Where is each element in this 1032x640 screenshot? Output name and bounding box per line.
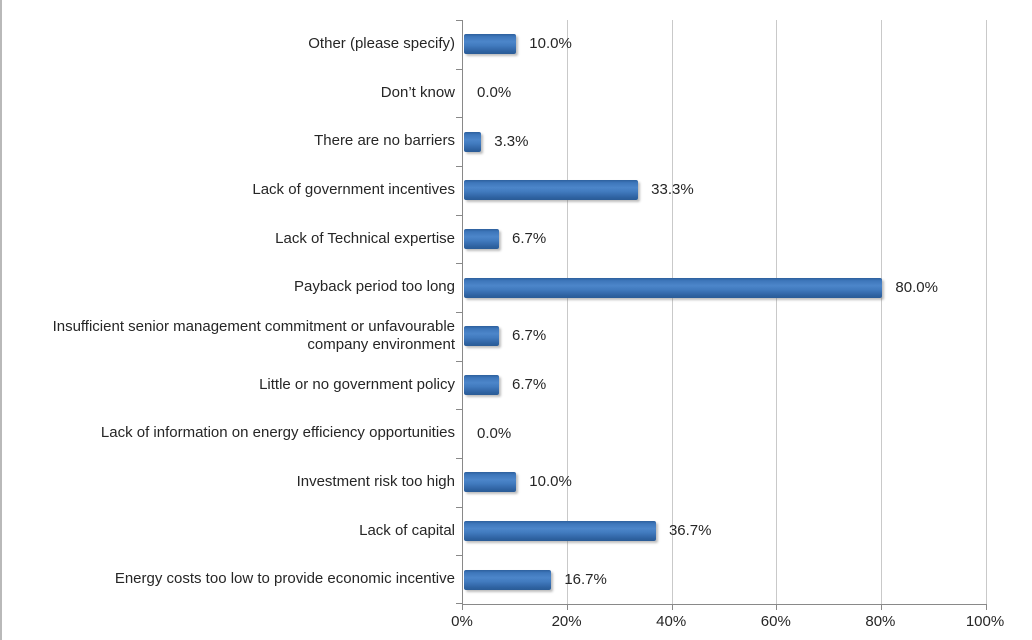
chart-left-border — [0, 0, 2, 640]
x-tick-label: 40% — [656, 613, 687, 630]
category-label: Don’t know — [380, 83, 455, 101]
category-label: Investment risk too high — [296, 472, 455, 490]
value-tick-mark — [567, 604, 569, 610]
category-axis-labels: Other (please specify) Don’t know There ar… — [6, 20, 455, 604]
bar — [464, 277, 883, 298]
value-tick-mark — [462, 604, 463, 610]
data-label: 10.0% — [529, 473, 572, 491]
category-tick-mark — [456, 263, 463, 265]
category-label: Lack of government incentives — [252, 180, 455, 198]
data-label: 33.3% — [651, 181, 694, 199]
bar — [464, 326, 500, 347]
data-label: 6.7% — [512, 327, 547, 345]
x-tick-label: 100% — [965, 613, 1005, 630]
category-tick-mark — [456, 555, 463, 557]
data-label: 10.0% — [529, 35, 572, 53]
data-label: 36.7% — [668, 522, 712, 539]
category-label: Payback period too long — [294, 278, 455, 296]
data-label: 6.7% — [512, 230, 547, 247]
category-tick-mark — [456, 506, 463, 508]
x-tick-label: 20% — [551, 613, 582, 630]
category-label: Lack of Technical expertise — [275, 229, 455, 247]
bar — [464, 229, 500, 249]
category-tick-mark — [456, 214, 463, 216]
category-label: There are no barriers — [314, 132, 455, 150]
category-tick-mark — [456, 68, 463, 70]
category-tick-mark — [456, 312, 463, 313]
category-label: Other (please specify) — [308, 34, 455, 52]
gridline — [985, 20, 987, 604]
gridline — [776, 20, 778, 604]
category-label: Lack of capital — [359, 521, 455, 539]
category-label: Energy costs too low to provide economic… — [114, 570, 455, 588]
data-label: 6.7% — [512, 376, 547, 393]
bar — [464, 180, 639, 201]
data-label: 80.0% — [895, 278, 938, 296]
category-label: Insufficient senior management commitmen… — [52, 317, 455, 354]
x-tick-label: 80% — [865, 613, 896, 630]
bar — [464, 34, 517, 55]
value-tick-mark — [880, 604, 882, 610]
value-tick-mark — [776, 604, 778, 610]
bar — [464, 375, 500, 395]
bar — [464, 472, 517, 493]
plot-area: 10.0% 0.0% 3.3% 33.3% 6.7% 80.0% 6.7% 6.7% 0.0% 1… — [456, 20, 987, 610]
data-label: 0.0% — [477, 84, 512, 101]
category-tick-mark — [456, 603, 463, 604]
bar — [464, 131, 482, 152]
category-tick-mark — [456, 360, 463, 362]
value-tick-mark — [985, 604, 987, 610]
gridline — [880, 20, 882, 604]
category-label: Lack of information on energy efficiency… — [100, 424, 455, 442]
data-label: 0.0% — [477, 424, 512, 442]
category-tick-mark — [456, 117, 463, 119]
category-tick-mark — [456, 20, 463, 21]
data-label: 3.3% — [494, 132, 529, 150]
x-tick-label: 0% — [451, 613, 473, 630]
bar — [464, 569, 552, 590]
category-tick-mark — [456, 166, 463, 167]
category-tick-mark — [456, 409, 463, 411]
bar — [464, 521, 656, 541]
category-label: Little or no government policy — [259, 375, 455, 393]
value-tick-mark — [671, 604, 673, 610]
gridline — [567, 20, 569, 604]
x-tick-label: 60% — [760, 613, 791, 630]
category-tick-mark — [456, 458, 463, 459]
gridline — [671, 20, 673, 604]
data-label: 16.7% — [564, 570, 607, 588]
